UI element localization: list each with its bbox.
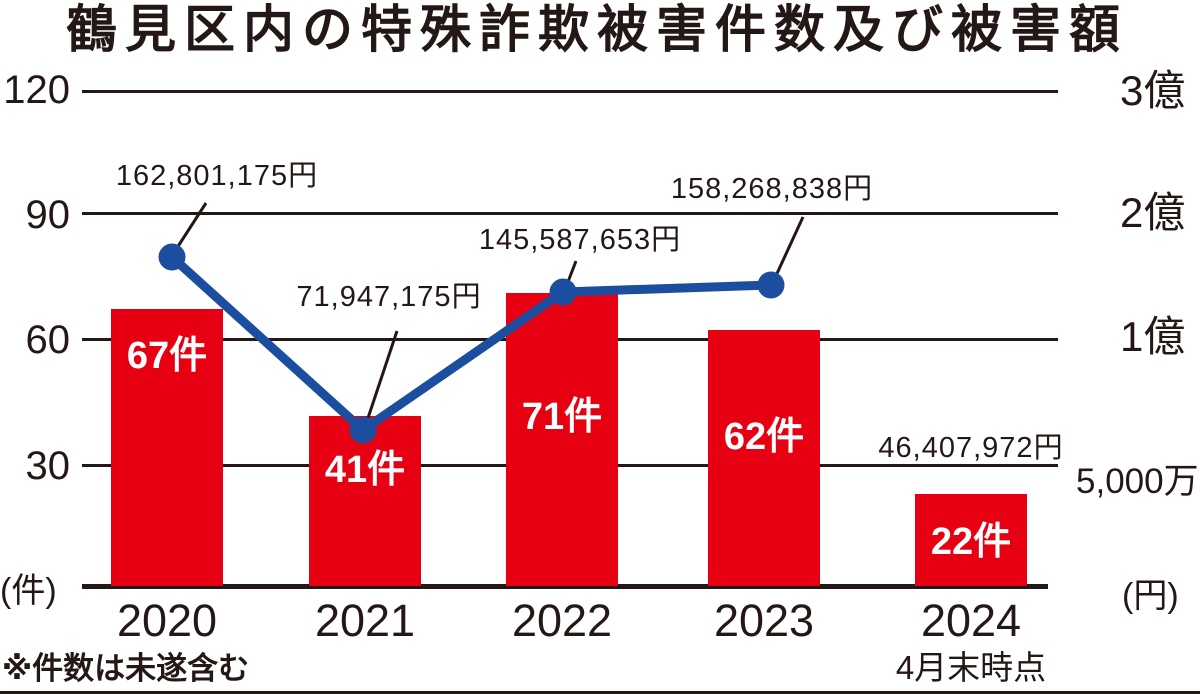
damage-point-2020 xyxy=(158,243,186,271)
right-tick-5000man: 5,000万 xyxy=(1076,462,1199,501)
x-axis-baseline xyxy=(82,584,1048,589)
left-tick-30: 30 xyxy=(25,444,71,488)
bar-2023 xyxy=(708,330,820,586)
right-axis-unit: (円) xyxy=(1122,577,1179,615)
bar-value-2020: 67件 xyxy=(126,335,208,377)
left-tick-90: 90 xyxy=(25,193,71,237)
callout-line-2021 xyxy=(364,330,399,425)
bar-2021 xyxy=(309,416,421,586)
x-label-2020: 2020 xyxy=(116,595,218,646)
bar-value-2022: 71件 xyxy=(521,396,603,438)
bottom-border xyxy=(0,691,1200,694)
right-tick-1oku: 1億 xyxy=(1120,313,1186,360)
amount-label-2020: 162,801,175円 xyxy=(115,160,319,192)
bar-value-2024: 22件 xyxy=(930,521,1012,563)
bar-value-2021: 41件 xyxy=(324,449,406,491)
amount-label-2024: 46,407,972円 xyxy=(878,432,1064,464)
x-label-2024: 2024 xyxy=(920,595,1022,646)
x-label-2021: 2021 xyxy=(314,595,416,646)
amount-label-2022: 145,587,653円 xyxy=(478,224,682,256)
gridline-90 xyxy=(82,212,1058,215)
bar-value-2023: 62件 xyxy=(723,416,805,458)
left-tick-120: 120 xyxy=(3,68,70,112)
callout-line-2020 xyxy=(173,202,208,252)
amount-label-2021: 71,947,175円 xyxy=(296,281,482,313)
chart-title: 鶴見区内の特殊詐欺被害件数及び被害額 xyxy=(66,1,1129,58)
right-tick-2oku: 2億 xyxy=(1120,189,1186,236)
bar-2022 xyxy=(506,293,618,586)
left-tick-60: 60 xyxy=(25,318,71,362)
right-tick-3oku: 3億 xyxy=(1120,67,1186,114)
bar-2024 xyxy=(915,494,1027,586)
damage-point-2023 xyxy=(757,271,785,299)
amount-label-2023: 158,268,838円 xyxy=(670,173,874,205)
footnote: ※件数は未遂含む xyxy=(2,651,250,686)
gridline-120 xyxy=(82,90,1058,93)
x-label-2022: 2022 xyxy=(511,595,613,646)
left-axis-unit: (件) xyxy=(0,572,57,610)
callout-line-2023 xyxy=(772,216,805,281)
x-label-2023: 2023 xyxy=(713,595,815,646)
callout-line-2022 xyxy=(564,260,578,288)
x-sublabel-2024: 4月末時点 xyxy=(895,649,1047,686)
